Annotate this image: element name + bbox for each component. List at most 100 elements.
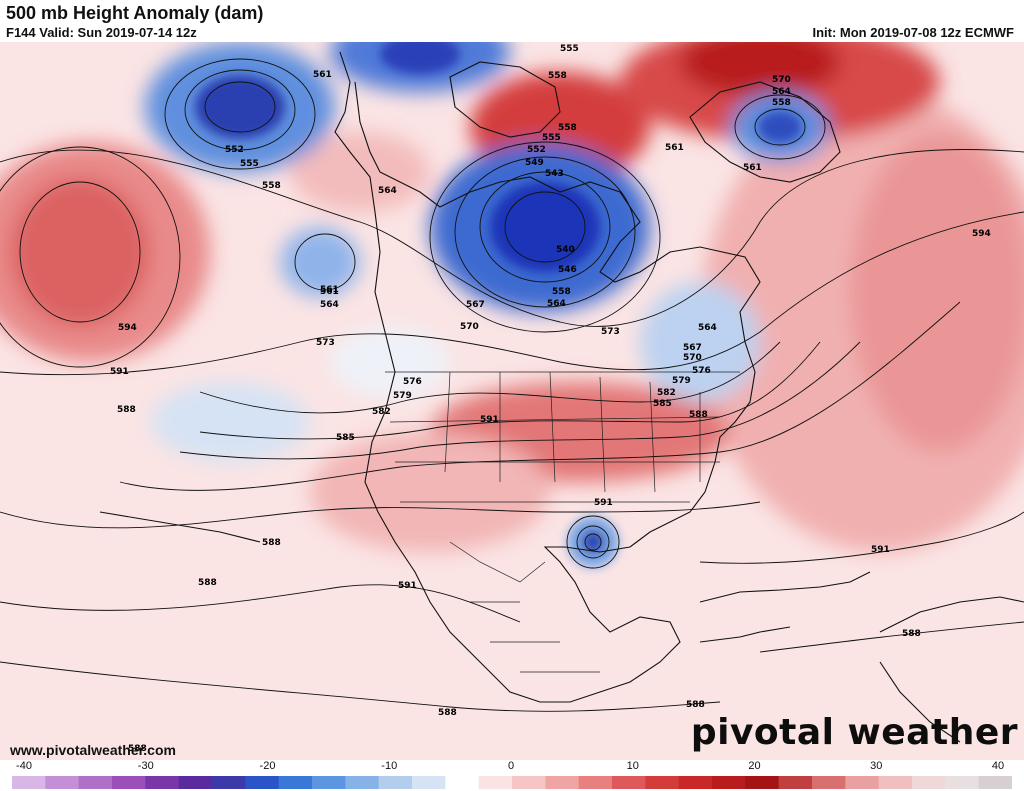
contour-ring [0, 146, 181, 368]
colorbar-swatch [45, 776, 80, 789]
anomaly-positive-greenland-core [680, 42, 840, 97]
caribbean-islands-south [699, 626, 791, 643]
baja-pacific-contour [99, 511, 261, 543]
colorbar-tick-label: -10 [381, 760, 398, 772]
colorbar-swatch [412, 776, 446, 789]
contour-label: 588 [198, 578, 217, 588]
contour-label: 573 [316, 338, 335, 348]
contour-ring [734, 94, 826, 160]
contour-label: 561 [320, 287, 339, 297]
contour-line [199, 341, 821, 440]
anomaly-neutral-rockies [330, 327, 450, 397]
anomaly-negative-pacific-nw [150, 382, 310, 462]
colorbar-swatch [278, 776, 313, 789]
baffin-coast [449, 61, 561, 138]
anomaly-core-alaska [195, 75, 285, 139]
colorbar-swatch [312, 776, 346, 789]
us-mexico-border [449, 541, 546, 583]
site-url[interactable]: www.pivotalweather.com [10, 742, 176, 758]
map-valid-time: F144 Valid: Sun 2019-07-14 12z [6, 25, 197, 40]
anomaly-field [0, 42, 1024, 552]
colorbar-swatch [645, 776, 680, 789]
contour-line [199, 341, 781, 414]
contour-line [179, 341, 861, 460]
colorbar-swatch [478, 776, 513, 789]
contour-label: 591 [871, 545, 890, 555]
contour-label: 588 [438, 708, 457, 718]
colorbar-swatch [212, 776, 246, 789]
contour-ring [504, 191, 586, 263]
contour-label: 588 [902, 629, 921, 639]
contour-label: 594 [118, 323, 137, 333]
mexico-state-lines [470, 601, 600, 673]
contour-label: 552 [527, 145, 546, 155]
contour-labels: 561 552 555 558 564 555 558 558 555 552 … [110, 44, 991, 754]
contour-label: 591 [594, 498, 613, 508]
colorbar-ticks: -40 -30 -20 -10 0 10 20 30 40 [0, 760, 1024, 774]
contour-label: 591 [110, 367, 129, 377]
contour-label: 555 [560, 44, 579, 54]
colorbar-swatch [712, 776, 746, 789]
contour-label: 558 [548, 71, 567, 81]
colorbar-swatch [812, 776, 846, 789]
contour-ring [164, 58, 316, 170]
anomaly-core-hudson [490, 182, 600, 272]
colorbar-swatch [12, 776, 46, 789]
contour-label: 567 [466, 300, 485, 310]
contour-label: 570 [772, 75, 791, 85]
contour-label: 555 [542, 133, 561, 143]
contour-label: 588 [689, 410, 708, 420]
anomaly-negative-labrador [640, 282, 760, 402]
colorbar-swatch [778, 776, 813, 789]
colorbar-tick-label: 20 [748, 760, 761, 772]
contour-label: 543 [545, 169, 564, 179]
caribbean-islands-north [699, 571, 871, 603]
colorbar-tick-label: 10 [626, 760, 639, 772]
colorbar-swatch [945, 776, 980, 789]
contour-label: 579 [393, 391, 412, 401]
contour-label: 555 [240, 159, 259, 169]
contour-line [0, 149, 1024, 327]
colorbar-swatch [912, 776, 946, 789]
contour-label: 561 [665, 143, 684, 153]
map-init-time: Init: Mon 2019-07-08 12z ECMWF [812, 25, 1014, 40]
contour-label: 570 [460, 322, 479, 332]
contour-label: 588 [262, 538, 281, 548]
contour-ring [566, 515, 620, 569]
contour-label: 558 [552, 287, 571, 297]
contour-ring [576, 525, 610, 559]
colorbar-tick-label: -30 [137, 760, 154, 772]
contour-line [119, 301, 961, 491]
contour-label: 591 [480, 415, 499, 425]
contour-label: 594 [972, 229, 991, 239]
contour-label: 573 [601, 327, 620, 337]
contour-label: 570 [683, 353, 702, 363]
colorbar-tick-label: 40 [991, 760, 1005, 772]
colorbar-swatch [578, 776, 613, 789]
contour-label: 561 [743, 163, 762, 173]
contour-label: 588 [686, 700, 705, 710]
contour-label: 561 [320, 285, 339, 295]
contour-ring [184, 69, 296, 151]
north-america-coast [334, 51, 761, 703]
anomaly-positive-atlantic-core [850, 132, 1024, 452]
colorbar-tick-label: 30 [870, 760, 883, 772]
contour-label: 588 [128, 744, 147, 754]
colorbar-swatch [112, 776, 146, 789]
anomaly-tropical-low-core [581, 530, 605, 554]
coastlines [99, 51, 1024, 743]
contour-label: 576 [692, 366, 711, 376]
colorbar-tick-label: 0 [507, 760, 515, 772]
contour-label: 564 [320, 300, 339, 310]
colorbar-swatch [512, 776, 546, 789]
colorbar-swatch [845, 776, 880, 789]
contour-line [0, 584, 521, 623]
colorbar-swatch [145, 776, 180, 789]
colorbar-swatch [378, 776, 413, 789]
contour-label: 588 [117, 405, 136, 415]
contour-label: 558 [558, 123, 577, 133]
contour-label: 567 [683, 343, 702, 353]
us-state-lines-ns [444, 371, 701, 493]
contour-label: 558 [772, 98, 791, 108]
contour-label: 564 [547, 299, 566, 309]
